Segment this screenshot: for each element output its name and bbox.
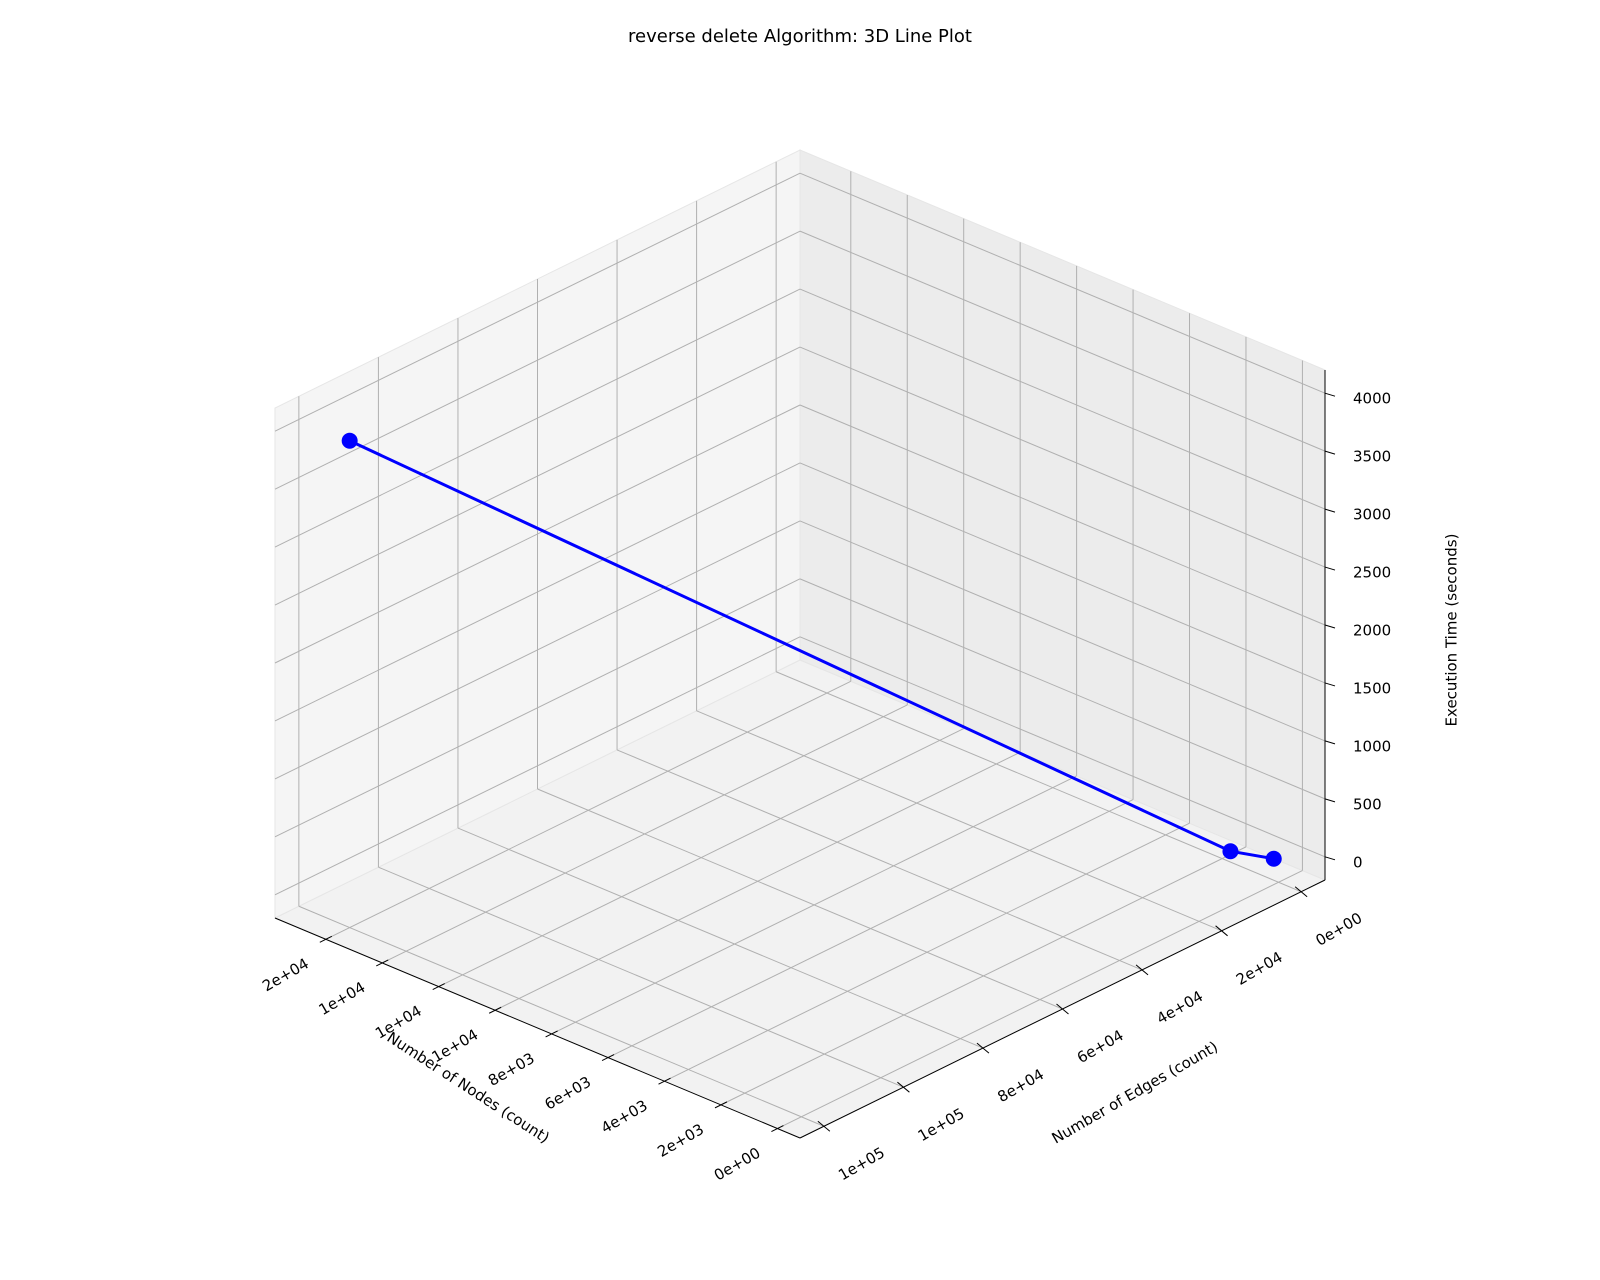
tick-mark	[1324, 392, 1336, 397]
x-axis-line	[274, 917, 801, 1139]
grid-line	[799, 346, 1326, 568]
z-tick-label: 2000	[1353, 622, 1391, 640]
grid-line	[457, 827, 984, 1049]
data-point	[341, 432, 358, 449]
grid-line	[616, 749, 1143, 971]
grid-line	[799, 520, 1326, 742]
grid-line	[298, 905, 825, 1127]
grid-line	[799, 462, 1326, 684]
grid-line	[274, 520, 801, 780]
y-axis-line	[799, 879, 1326, 1139]
grid-line	[274, 578, 801, 838]
y-tick-label: 1e+05	[915, 1104, 968, 1145]
grid-line	[274, 172, 801, 432]
grid-line	[274, 636, 801, 896]
tick-mark	[1324, 856, 1336, 861]
y-tick-label: 0e+00	[1313, 909, 1366, 950]
grid-line	[775, 671, 1302, 893]
y-tick-label: 1e+05	[835, 1143, 888, 1184]
data-point	[1222, 843, 1239, 860]
y-tick-label: 4e+04	[1153, 987, 1206, 1028]
grid-line	[799, 230, 1326, 452]
tick-mark	[1324, 740, 1336, 745]
grid-line	[537, 788, 1063, 1010]
x-tick-label: 1e+04	[316, 978, 369, 1019]
z-tick-label: 500	[1353, 795, 1382, 813]
chart-title: reverse delete Algorithm: 3D Line Plot	[628, 26, 972, 47]
z-tick-label: 3500	[1353, 448, 1391, 466]
z-tick-label: 4000	[1353, 390, 1391, 408]
grid-line	[378, 866, 904, 1088]
y-tick-label: 2e+04	[1233, 948, 1286, 989]
x-tick-label: 8e+03	[485, 1049, 538, 1090]
grid-line	[274, 462, 801, 722]
grid-line	[799, 636, 1326, 858]
data-point	[1265, 850, 1282, 867]
grid-line	[274, 288, 801, 548]
tick-mark	[1324, 682, 1336, 687]
tick-mark	[1324, 798, 1336, 803]
z-tick-label: 2500	[1353, 564, 1391, 582]
x-tick-label: 4e+03	[598, 1096, 651, 1137]
grid-line	[799, 288, 1326, 510]
x-tick-label: 2e+03	[654, 1120, 707, 1161]
tick-mark	[1324, 508, 1336, 513]
z-axis-label: Execution Time (seconds)	[1443, 534, 1461, 727]
z-tick-label: 3000	[1353, 506, 1391, 524]
grid-line	[799, 578, 1326, 800]
tick-mark	[1324, 450, 1336, 455]
tick-mark	[1324, 566, 1336, 571]
grid-line	[799, 172, 1326, 394]
grid-line	[274, 346, 801, 606]
grid-line	[274, 404, 801, 664]
z-tick-label: 1000	[1353, 737, 1391, 755]
tick-mark	[1324, 624, 1336, 629]
z-tick-label: 1500	[1353, 679, 1391, 697]
grid-line	[696, 710, 1222, 932]
grid-line	[799, 404, 1326, 626]
x-tick-label: 6e+03	[541, 1073, 594, 1114]
y-tick-label: 6e+04	[1074, 1026, 1127, 1067]
x-tick-label: 0e+00	[711, 1144, 764, 1185]
y-tick-label: 8e+04	[994, 1065, 1047, 1106]
x-tick-label: 2e+04	[259, 954, 312, 995]
z-tick-label: 0	[1353, 853, 1363, 871]
